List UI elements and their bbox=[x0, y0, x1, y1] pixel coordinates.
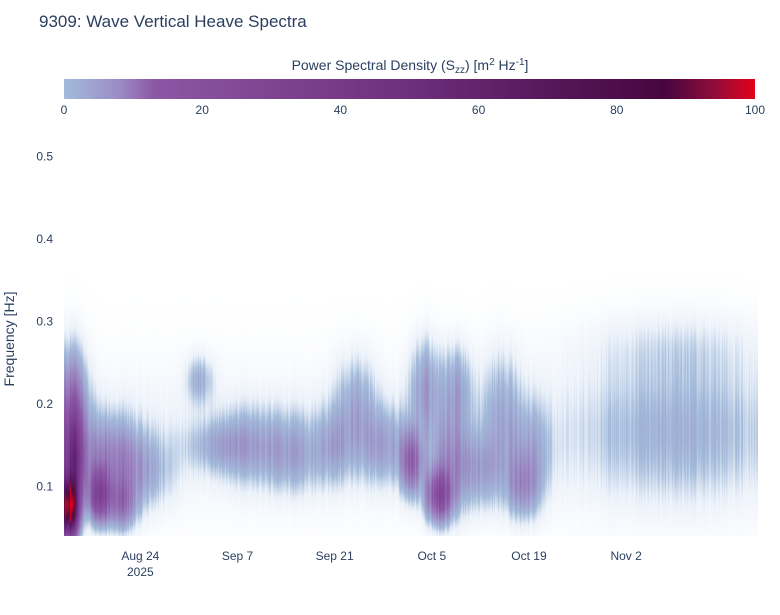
colorbar-title: Power Spectral Density (Szz) [m2 Hz-1] bbox=[292, 57, 529, 76]
colorbar-ticks: 0 20 40 60 80 100 bbox=[61, 103, 766, 117]
colorbar-tick-100: 100 bbox=[745, 103, 765, 117]
colorbar-tick-0: 0 bbox=[61, 103, 68, 117]
spectra-heatmap bbox=[64, 132, 758, 536]
x-tick-label: Sep 7 bbox=[222, 549, 254, 563]
y-axis-ticks: 0.1 0.2 0.3 0.4 0.5 bbox=[36, 150, 53, 494]
colorbar-tick-80: 80 bbox=[610, 103, 624, 117]
x-tick-label: Nov 2 bbox=[610, 549, 642, 563]
x-axis-ticks: Aug 24 2025 Sep 7 Sep 21 Oct 5 Oct 19 Nov 2 bbox=[121, 549, 642, 579]
y-axis-label: Frequency [Hz] bbox=[1, 292, 17, 387]
colorbar-tick-20: 20 bbox=[196, 103, 210, 117]
x-tick-label: Aug 24 bbox=[121, 549, 159, 563]
x-tick-sublabel: 2025 bbox=[127, 565, 154, 579]
x-tick-label: Oct 5 bbox=[417, 549, 446, 563]
y-tick-label: 0.5 bbox=[36, 150, 53, 164]
x-tick-label: Sep 21 bbox=[316, 549, 354, 563]
colorbar-tick-40: 40 bbox=[334, 103, 348, 117]
y-tick-label: 0.1 bbox=[36, 480, 53, 494]
colorbar-tick-60: 60 bbox=[472, 103, 486, 117]
colorbar bbox=[64, 79, 755, 99]
x-tick-label: Oct 19 bbox=[511, 549, 547, 563]
chart-title: 9309: Wave Vertical Heave Spectra bbox=[39, 12, 307, 31]
y-tick-label: 0.2 bbox=[36, 397, 53, 411]
y-tick-label: 0.4 bbox=[36, 232, 53, 246]
y-tick-label: 0.3 bbox=[36, 315, 53, 329]
